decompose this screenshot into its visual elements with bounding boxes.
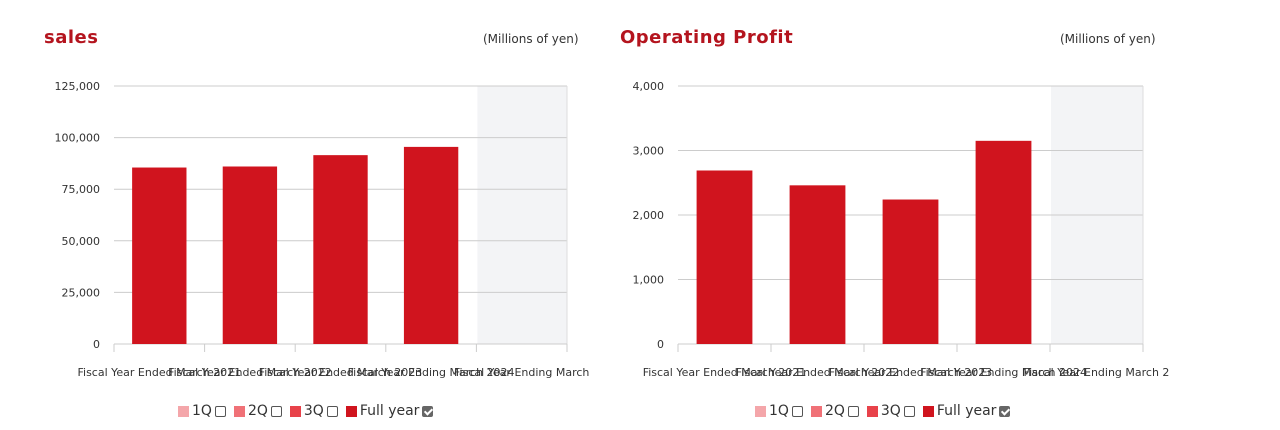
- legend-label-full-year: Full year: [359, 403, 420, 419]
- legend-checkbox-2q[interactable]: [847, 405, 859, 417]
- sales-bar: [132, 167, 187, 344]
- sales-x-tick-label: Fiscal Year Ended March 2022: [168, 366, 332, 379]
- legend-checkbox-1q[interactable]: [214, 405, 226, 417]
- legend-label-full-year: Full year: [936, 403, 997, 419]
- sales-bar-chart: 0 25,000 50,000 75,000 100,000 125,000 Fiscal …: [55, 80, 590, 379]
- legend-swatch-3q: [289, 405, 301, 417]
- sales-bar: [403, 146, 459, 344]
- operating-profit-chart-title: Operating Profit: [620, 27, 794, 48]
- profit-y-tick-label: 3,000: [633, 145, 665, 158]
- profit-legend-3q[interactable]: 3Q: [866, 403, 915, 419]
- legend-label-3q: 3Q: [880, 403, 901, 419]
- profit-x-tick-label: Fiscal Year Ended March 2023: [829, 366, 993, 379]
- sales-bar: [222, 166, 278, 344]
- legend-label-2q: 2Q: [247, 403, 268, 419]
- operating-profit-unit-label: (Millions of yen): [1060, 32, 1156, 46]
- legend-checkbox-full-year[interactable]: [999, 405, 1011, 417]
- legend-label-3q: 3Q: [303, 403, 324, 419]
- profit-bar: [789, 185, 846, 344]
- sales-legend: 1Q 2Q 3Q Full year: [178, 400, 441, 422]
- legend-swatch-full-year: [345, 405, 357, 417]
- legend-swatch-2q: [810, 405, 822, 417]
- legend-checkbox-2q[interactable]: [270, 405, 282, 417]
- profit-x-tick-label: Fiscal Year Ending March 2024: [920, 366, 1087, 379]
- sales-y-tick-label: 100,000: [55, 132, 101, 145]
- profit-y-tick-label: 2,000: [633, 209, 665, 222]
- profit-x-tick-label: Fiscal Year Ended March 2021: [643, 366, 807, 379]
- sales-y-tick-label: 125,000: [55, 80, 101, 93]
- sales-x-tick-label: Fiscal Year Ending March: [454, 366, 589, 379]
- sales-legend-1q[interactable]: 1Q: [178, 403, 226, 419]
- profit-bar: [696, 170, 753, 344]
- sales-x-tick-label: Fiscal Year Ended March 2023: [259, 366, 423, 379]
- sales-chart-panel: sales (Millions of yen) 0 25,000 50,000 75,…: [0, 0, 600, 430]
- sales-x-tick-label: Fiscal Year Ended March 2021: [77, 366, 241, 379]
- sales-x-tick-label: Fiscal Year Ending March 2024: [348, 366, 515, 379]
- profit-bar: [975, 140, 1032, 344]
- sales-forecast-area: [477, 86, 567, 344]
- operating-profit-chart-panel: Operating Profit (Millions of yen) 0 1,00…: [600, 0, 1180, 430]
- legend-checkbox-3q[interactable]: [903, 405, 915, 417]
- sales-bar: [313, 155, 368, 344]
- profit-bar: [882, 199, 939, 344]
- legend-label-1q: 1Q: [192, 403, 212, 419]
- legend-checkbox-1q[interactable]: [791, 405, 803, 417]
- sales-y-tick-label: 25,000: [62, 286, 101, 299]
- sales-y-tick-label: 0: [93, 338, 100, 351]
- legend-swatch-full-year: [922, 405, 934, 417]
- sales-y-tick-label: 50,000: [62, 235, 101, 248]
- sales-legend-full-year[interactable]: Full year: [345, 403, 434, 419]
- profit-legend-1q[interactable]: 1Q: [755, 403, 803, 419]
- legend-swatch-1q: [178, 405, 189, 417]
- sales-legend-2q[interactable]: 2Q: [233, 403, 282, 419]
- legend-label-2q: 2Q: [824, 403, 845, 419]
- profit-legend-2q[interactable]: 2Q: [810, 403, 859, 419]
- legend-checkbox-full-year[interactable]: [422, 405, 434, 417]
- sales-legend-3q[interactable]: 3Q: [289, 403, 338, 419]
- legend-swatch-2q: [233, 405, 245, 417]
- profit-y-tick-label: 1,000: [633, 274, 665, 287]
- profit-y-tick-label: 0: [657, 338, 664, 351]
- legend-checkbox-3q[interactable]: [326, 405, 338, 417]
- sales-chart-title: sales: [44, 27, 99, 48]
- sales-unit-label: (Millions of yen): [483, 32, 579, 46]
- operating-profit-legend: 1Q 2Q 3Q Full year: [755, 400, 1018, 422]
- profit-x-tick-label: Fiscal Year Ended March 2022: [736, 366, 900, 379]
- profit-legend-full-year[interactable]: Full year: [922, 403, 1011, 419]
- legend-swatch-1q: [755, 405, 766, 417]
- legend-label-1q: 1Q: [769, 403, 789, 419]
- profit-y-tick-label: 4,000: [633, 80, 665, 93]
- operating-profit-bar-chart: 0 1,000 2,000 3,000 4,000 Fiscal Year Ended M…: [633, 80, 1170, 379]
- profit-x-tick-label: Fiscal Year Ending March 2: [1024, 366, 1170, 379]
- legend-swatch-3q: [866, 405, 878, 417]
- sales-y-tick-label: 75,000: [62, 183, 101, 196]
